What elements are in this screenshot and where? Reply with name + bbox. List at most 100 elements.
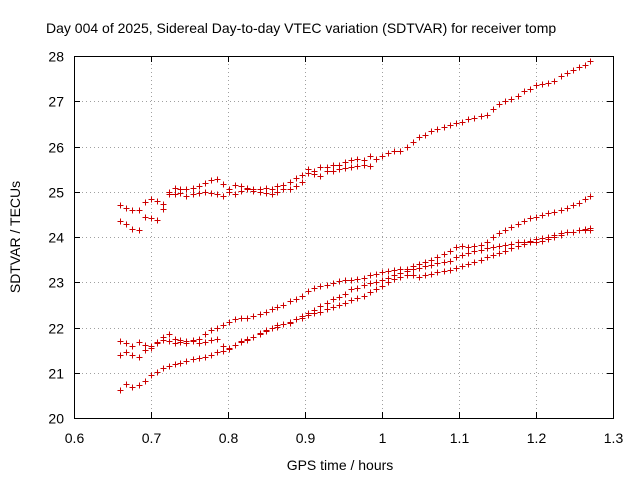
data-point xyxy=(274,183,281,190)
data-point xyxy=(330,280,337,287)
data-point xyxy=(527,86,534,93)
data-point xyxy=(214,191,221,198)
data-point xyxy=(123,340,130,347)
data-point xyxy=(136,227,143,234)
y-tick-label: 20 xyxy=(48,411,64,427)
plot-frame xyxy=(74,56,614,419)
data-point xyxy=(154,339,161,346)
data-point xyxy=(447,258,454,265)
data-point xyxy=(142,199,149,206)
data-point xyxy=(397,148,404,155)
data-point xyxy=(533,214,540,221)
data-point xyxy=(564,205,571,212)
data-point xyxy=(208,337,215,344)
data-point xyxy=(459,252,466,259)
data-point xyxy=(220,193,227,200)
data-point xyxy=(269,325,276,332)
data-point xyxy=(490,106,497,113)
data-point xyxy=(274,189,281,196)
data-point xyxy=(123,381,130,388)
data-point xyxy=(342,165,349,172)
data-point xyxy=(361,282,368,289)
data-point xyxy=(299,172,306,179)
data-point xyxy=(166,363,173,370)
data-point xyxy=(330,162,337,169)
data-point xyxy=(129,352,136,359)
data-point xyxy=(539,238,546,245)
data-point xyxy=(533,239,540,246)
data-point xyxy=(305,170,312,177)
data-point xyxy=(428,128,435,135)
data-point xyxy=(428,262,435,269)
data-point xyxy=(274,324,281,331)
data-point xyxy=(324,300,331,307)
data-point xyxy=(142,347,149,354)
data-point xyxy=(311,285,318,292)
data-point xyxy=(287,298,294,305)
data-point xyxy=(367,289,374,296)
data-point xyxy=(367,272,374,279)
data-point xyxy=(373,286,380,293)
data-point xyxy=(484,239,491,246)
data-point xyxy=(166,338,173,345)
data-point xyxy=(490,244,497,251)
data-point xyxy=(490,234,497,241)
data-point xyxy=(129,343,136,350)
data-point xyxy=(502,227,509,234)
data-point xyxy=(471,115,478,122)
data-point xyxy=(484,112,491,119)
data-point xyxy=(422,132,429,139)
data-point xyxy=(348,157,355,164)
data-point xyxy=(160,337,167,344)
data-point xyxy=(570,202,577,209)
data-point xyxy=(465,250,472,257)
data-point xyxy=(220,348,227,355)
data-point xyxy=(263,309,270,316)
data-point xyxy=(342,291,349,298)
data-point xyxy=(293,316,300,323)
data-point xyxy=(123,349,130,356)
data-point xyxy=(330,296,337,303)
data-point xyxy=(287,186,294,193)
data-point xyxy=(202,331,209,338)
data-point xyxy=(515,243,522,250)
data-point xyxy=(226,345,233,352)
data-point xyxy=(471,248,478,255)
data-point xyxy=(136,354,143,361)
data-point xyxy=(545,236,552,243)
data-point xyxy=(244,337,251,344)
data-point xyxy=(508,245,515,252)
data-point xyxy=(330,168,337,175)
data-point xyxy=(471,259,478,266)
data-point xyxy=(496,250,503,257)
data-point xyxy=(465,261,472,268)
data-point xyxy=(484,254,491,261)
data-point xyxy=(172,185,179,192)
series-lower-b xyxy=(117,225,594,361)
data-point xyxy=(196,355,203,362)
data-point xyxy=(558,232,565,239)
data-point xyxy=(324,306,331,313)
data-point xyxy=(465,244,472,251)
data-point xyxy=(280,321,287,328)
data-point xyxy=(305,312,312,319)
data-point xyxy=(136,339,143,346)
data-point xyxy=(214,176,221,183)
data-point xyxy=(496,230,503,237)
data-point xyxy=(123,205,130,212)
data-point xyxy=(142,214,149,221)
data-point xyxy=(361,275,368,282)
data-point xyxy=(348,297,355,304)
data-point xyxy=(269,191,276,198)
data-point xyxy=(404,272,411,279)
y-tick-label: 27 xyxy=(48,94,64,110)
data-points xyxy=(117,58,594,394)
data-point xyxy=(527,215,534,222)
data-point xyxy=(183,340,190,347)
y-tick-label: 28 xyxy=(48,49,64,65)
data-point xyxy=(342,277,349,284)
data-point xyxy=(539,81,546,88)
x-tick-label: 1.3 xyxy=(604,430,624,446)
data-point xyxy=(183,358,190,365)
